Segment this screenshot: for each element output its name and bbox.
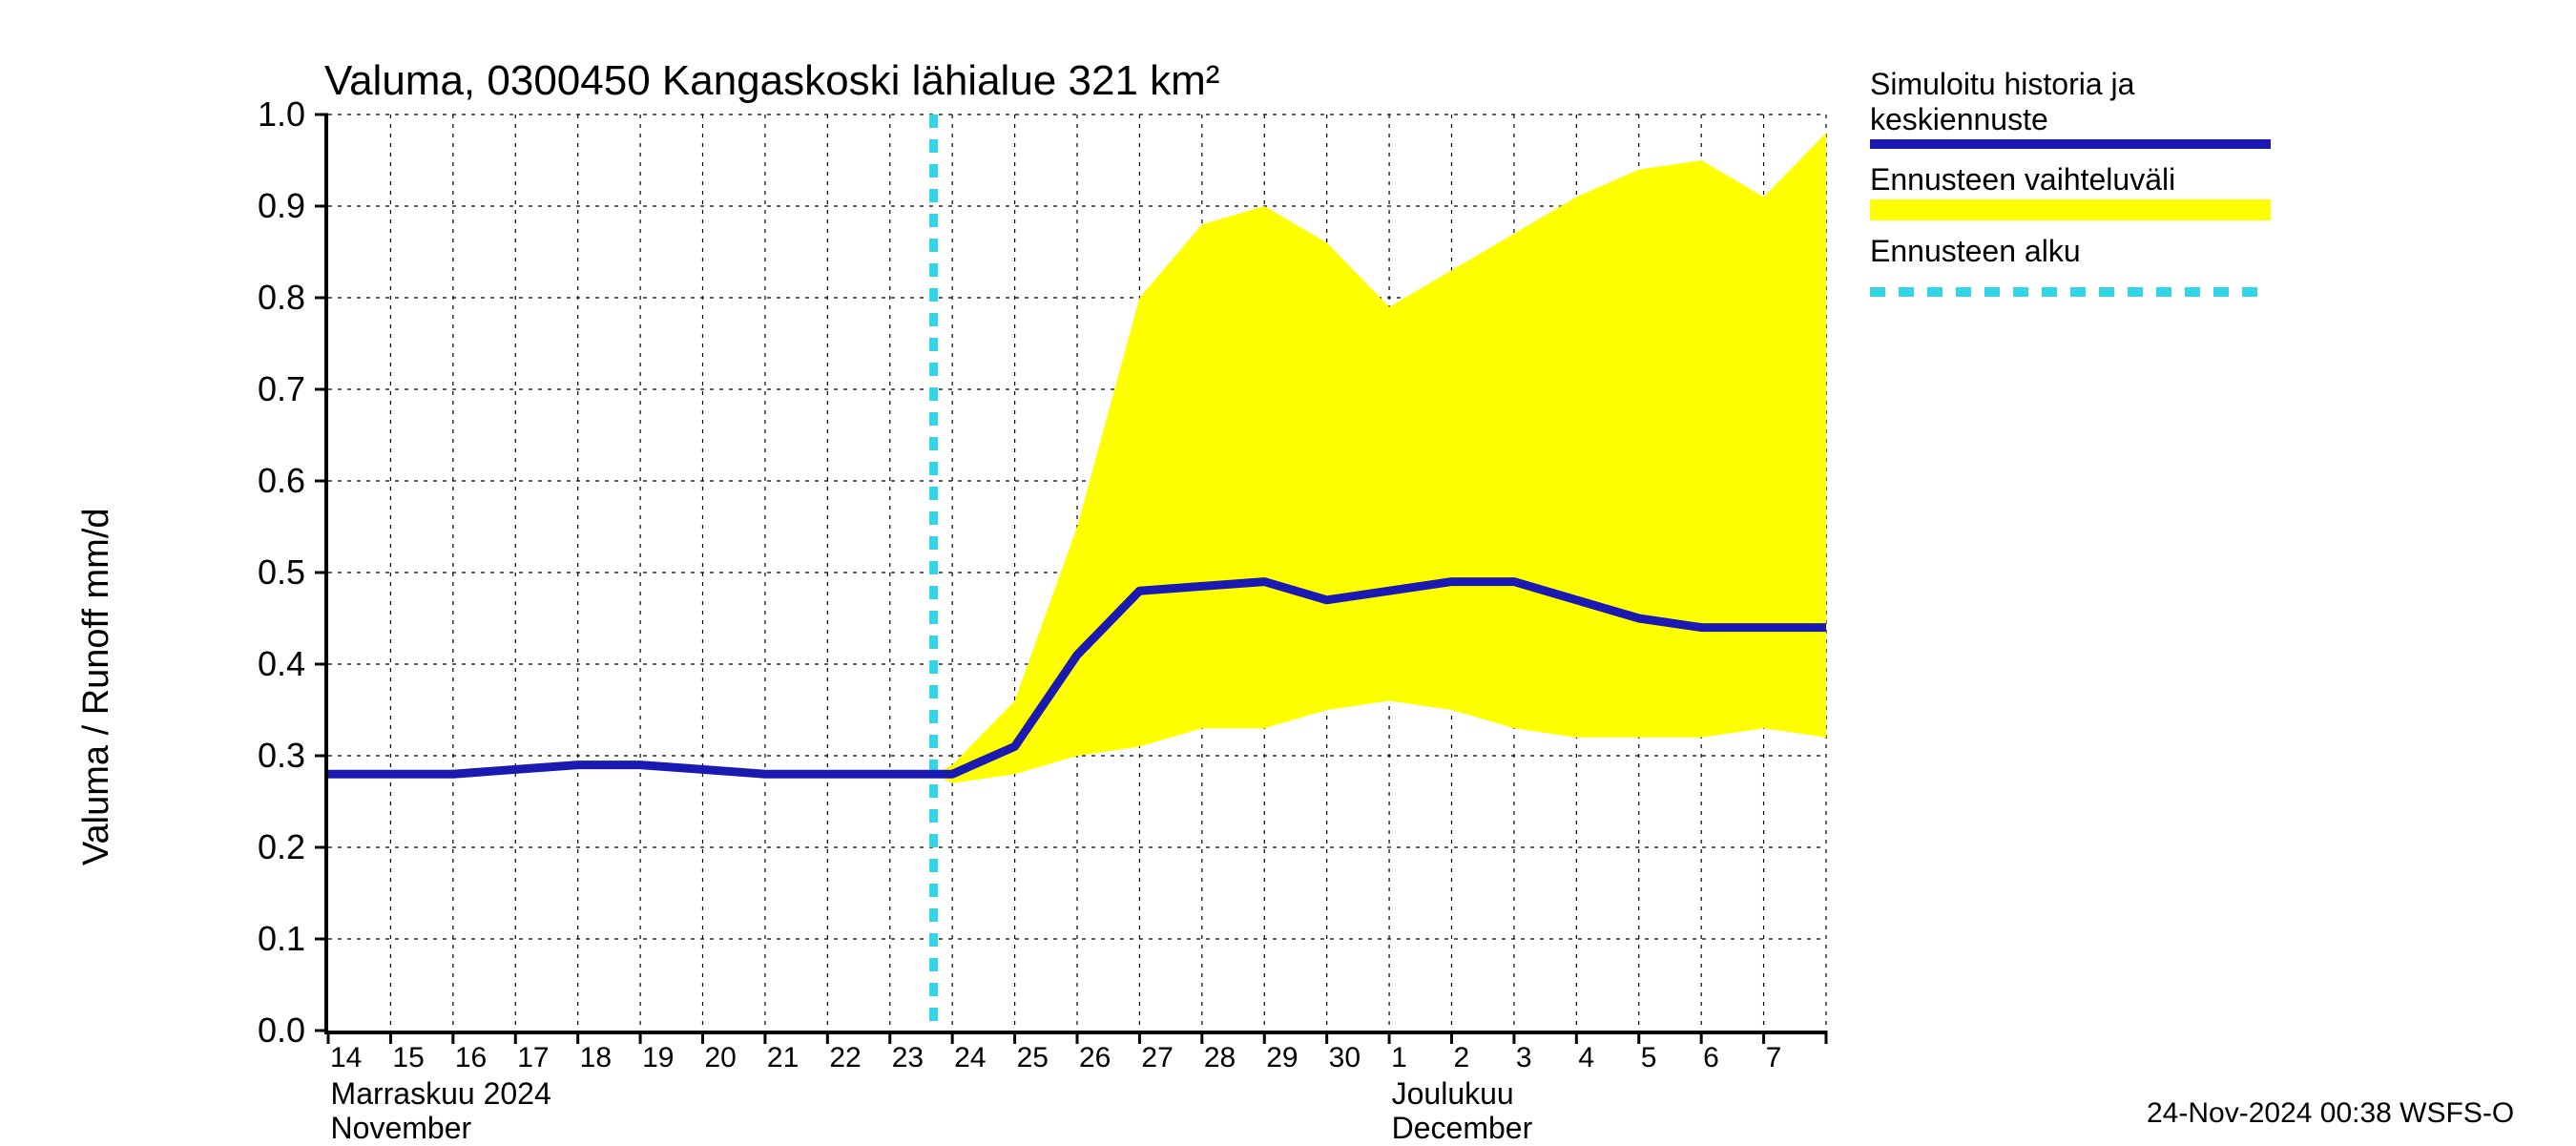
legend-label: Simuloitu historia ja [1870, 67, 2271, 102]
x-tick-label: 29 [1266, 1042, 1323, 1074]
x-tick-label: 24 [954, 1042, 1011, 1074]
y-tick-label: 0.2 [191, 827, 305, 867]
month-label-en: November [331, 1111, 472, 1146]
y-tick-label: 0.9 [191, 186, 305, 226]
legend-entry: Ennusteen alku [1870, 234, 2271, 284]
x-tick-label: 23 [892, 1042, 949, 1074]
legend: Simuloitu historia jakeskiennuste Ennuste… [1870, 67, 2271, 298]
legend-label: Ennusteen alku [1870, 234, 2271, 269]
legend-swatch [1870, 271, 2271, 284]
y-tick-label: 0.6 [191, 461, 305, 501]
legend-swatch [1870, 199, 2271, 220]
legend-swatch [1870, 139, 2271, 149]
plot-area [324, 115, 1826, 1034]
y-tick-label: 0.1 [191, 919, 305, 959]
x-tick-label: 16 [455, 1042, 512, 1074]
month-label-en: December [1392, 1111, 1533, 1146]
y-tick-label: 0.3 [191, 736, 305, 776]
uncertainty-band [934, 133, 1826, 783]
month-label-fi: Joulukuu [1392, 1076, 1514, 1112]
chart-title: Valuma, 0300450 Kangaskoski lähialue 321… [324, 57, 1219, 105]
x-tick-label: 4 [1578, 1042, 1635, 1074]
x-tick-label: 19 [642, 1042, 699, 1074]
x-tick-label: 1 [1391, 1042, 1448, 1074]
chart-container: Valuma, 0300450 Kangaskoski lähialue 321… [0, 0, 2576, 1145]
x-tick-label: 3 [1516, 1042, 1573, 1074]
x-tick-label: 21 [767, 1042, 824, 1074]
y-tick-label: 0.5 [191, 552, 305, 593]
footer-timestamp: 24-Nov-2024 00:38 WSFS-O [2147, 1097, 2514, 1130]
x-tick-label: 22 [829, 1042, 886, 1074]
x-tick-label: 26 [1079, 1042, 1136, 1074]
x-tick-label: 30 [1329, 1042, 1386, 1074]
y-tick-label: 1.0 [191, 94, 305, 135]
y-tick-label: 0.0 [191, 1011, 305, 1051]
x-tick-label: 7 [1766, 1042, 1823, 1074]
y-tick-label: 0.7 [191, 369, 305, 409]
y-tick-label: 0.4 [191, 644, 305, 684]
x-tick-label: 14 [330, 1042, 387, 1074]
legend-entry: Simuloitu historia jakeskiennuste [1870, 67, 2271, 149]
x-tick-label: 18 [580, 1042, 637, 1074]
month-label-fi: Marraskuu 2024 [331, 1076, 551, 1112]
plot-svg [328, 115, 1826, 1031]
x-tick-label: 15 [392, 1042, 449, 1074]
x-tick-label: 28 [1204, 1042, 1261, 1074]
x-tick-label: 27 [1141, 1042, 1198, 1074]
x-tick-label: 20 [705, 1042, 762, 1074]
legend-label: Ennusteen vaihteluväli [1870, 162, 2271, 198]
legend-label: keskiennuste [1870, 102, 2271, 137]
x-tick-label: 25 [1017, 1042, 1074, 1074]
x-tick-label: 2 [1454, 1042, 1511, 1074]
y-tick-label: 0.8 [191, 278, 305, 318]
x-tick-label: 5 [1641, 1042, 1698, 1074]
x-tick-label: 6 [1703, 1042, 1760, 1074]
y-axis-label: Valuma / Runoff mm/d [76, 509, 117, 866]
legend-entry: Ennusteen vaihteluväli [1870, 162, 2271, 220]
x-tick-label: 17 [517, 1042, 574, 1074]
